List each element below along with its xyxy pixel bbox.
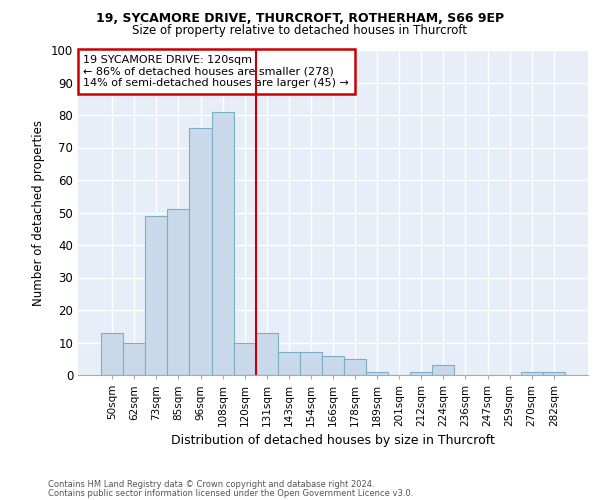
Text: Size of property relative to detached houses in Thurcroft: Size of property relative to detached ho… bbox=[133, 24, 467, 37]
Bar bbox=[410, 372, 433, 375]
Bar bbox=[123, 342, 145, 375]
Text: 19, SYCAMORE DRIVE, THURCROFT, ROTHERHAM, S66 9EP: 19, SYCAMORE DRIVE, THURCROFT, ROTHERHAM… bbox=[96, 12, 504, 26]
Bar bbox=[101, 333, 123, 375]
Bar bbox=[322, 356, 344, 375]
X-axis label: Distribution of detached houses by size in Thurcroft: Distribution of detached houses by size … bbox=[171, 434, 495, 448]
Bar bbox=[145, 216, 167, 375]
Y-axis label: Number of detached properties: Number of detached properties bbox=[32, 120, 46, 306]
Bar bbox=[300, 352, 322, 375]
Bar bbox=[233, 342, 256, 375]
Bar bbox=[190, 128, 212, 375]
Bar bbox=[543, 372, 565, 375]
Bar bbox=[278, 352, 300, 375]
Bar bbox=[167, 209, 190, 375]
Bar bbox=[521, 372, 543, 375]
Bar bbox=[344, 359, 366, 375]
Bar bbox=[433, 365, 454, 375]
Bar bbox=[212, 112, 233, 375]
Bar bbox=[366, 372, 388, 375]
Text: Contains public sector information licensed under the Open Government Licence v3: Contains public sector information licen… bbox=[48, 488, 413, 498]
Bar bbox=[256, 333, 278, 375]
Text: Contains HM Land Registry data © Crown copyright and database right 2024.: Contains HM Land Registry data © Crown c… bbox=[48, 480, 374, 489]
Text: 19 SYCAMORE DRIVE: 120sqm
← 86% of detached houses are smaller (278)
14% of semi: 19 SYCAMORE DRIVE: 120sqm ← 86% of detac… bbox=[83, 55, 349, 88]
